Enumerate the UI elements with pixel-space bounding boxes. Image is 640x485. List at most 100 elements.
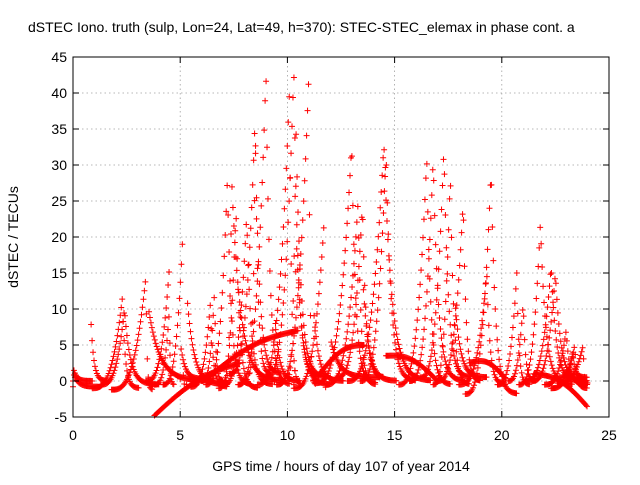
data-point-marker — [131, 351, 138, 358]
data-point-marker — [246, 359, 253, 366]
data-point-marker — [537, 224, 544, 231]
data-point-marker — [578, 348, 585, 355]
data-point-marker — [169, 380, 176, 387]
data-point-marker — [229, 297, 236, 304]
data-point-marker — [553, 336, 560, 343]
data-point-marker — [455, 334, 462, 341]
data-point-marker — [364, 331, 371, 338]
x-axis-label: GPS time / hours of day 107 of year 2014 — [212, 458, 470, 474]
data-point-marker — [130, 356, 137, 363]
data-point-marker — [564, 348, 571, 355]
data-point-marker — [419, 344, 426, 351]
data-point-marker — [372, 270, 379, 277]
data-point-marker — [294, 292, 301, 299]
data-point-marker — [446, 195, 453, 202]
data-point-marker — [123, 360, 130, 367]
data-point-marker — [547, 271, 554, 278]
data-point-marker — [447, 351, 454, 358]
data-point-marker — [425, 246, 432, 253]
data-point-marker — [443, 277, 450, 284]
data-point-marker — [166, 375, 173, 382]
data-point-marker — [205, 324, 212, 331]
data-point-marker — [460, 217, 467, 224]
data-point-marker — [361, 352, 368, 359]
data-point-marker — [415, 366, 422, 373]
data-point-marker — [277, 270, 284, 277]
data-point-marker — [160, 332, 167, 339]
data-point-marker — [215, 340, 222, 347]
data-point-marker — [369, 358, 376, 365]
y-tick-label: 15 — [51, 265, 67, 281]
data-point-marker — [162, 314, 169, 321]
data-point-marker — [392, 324, 399, 331]
data-point-marker — [253, 215, 260, 222]
data-point-marker — [222, 378, 229, 384]
data-point-marker — [313, 319, 320, 326]
data-point-marker — [345, 321, 352, 328]
data-point-marker — [429, 166, 436, 173]
data-point-marker — [157, 377, 164, 384]
data-point-marker — [228, 318, 235, 325]
data-point-marker — [246, 369, 253, 376]
data-point-marker — [307, 358, 314, 365]
data-point-marker — [349, 202, 356, 209]
data-point-marker — [514, 356, 521, 363]
data-point-marker — [240, 333, 247, 340]
data-point-marker — [296, 299, 303, 306]
data-point-marker — [356, 248, 363, 255]
data-point-marker — [160, 366, 167, 373]
data-point-marker — [291, 134, 298, 141]
data-point-marker — [213, 356, 220, 363]
data-point-marker — [153, 343, 160, 350]
data-point-marker — [112, 343, 119, 350]
data-point-marker — [249, 333, 256, 340]
data-point-marker — [423, 302, 430, 309]
data-point-marker — [209, 327, 216, 334]
data-point-marker — [178, 261, 185, 268]
data-point-marker — [421, 196, 428, 203]
data-point-marker — [290, 340, 297, 347]
data-point-marker — [451, 352, 458, 359]
data-point-marker — [281, 205, 288, 212]
data-point-marker — [179, 351, 186, 358]
data-point-marker — [257, 224, 264, 231]
data-point-marker — [158, 345, 165, 352]
data-point-marker — [276, 354, 283, 361]
data-point-marker — [309, 348, 316, 355]
data-point-marker — [543, 353, 550, 360]
data-point-marker — [254, 230, 261, 237]
data-point-marker — [115, 351, 122, 358]
data-point-marker — [554, 309, 561, 316]
data-point-marker — [141, 287, 148, 294]
data-point-marker — [159, 371, 166, 378]
data-point-marker — [227, 329, 234, 336]
data-point-marker — [125, 371, 132, 378]
data-point-marker — [505, 363, 512, 370]
data-point-marker — [288, 351, 295, 358]
data-point-marker — [370, 291, 377, 298]
data-point-marker — [434, 377, 441, 384]
data-point-marker — [211, 294, 218, 301]
data-point-marker — [133, 342, 140, 349]
data-point-marker — [414, 370, 421, 377]
y-tick-label: 30 — [51, 157, 67, 173]
data-point-marker — [139, 304, 146, 311]
data-point-marker — [434, 282, 441, 289]
data-point-marker — [521, 336, 528, 343]
data-point-marker — [357, 365, 364, 372]
data-point-marker — [506, 357, 513, 364]
data-point-marker — [525, 366, 532, 373]
data-point-marker — [463, 319, 470, 326]
data-point-marker — [186, 320, 193, 327]
data-point-marker — [223, 208, 230, 215]
data-point-marker — [302, 155, 309, 162]
data-point-marker — [484, 301, 491, 308]
data-point-marker — [272, 320, 279, 327]
data-point-marker — [207, 302, 214, 309]
data-point-marker — [239, 340, 246, 347]
data-point-marker — [358, 363, 365, 370]
data-point-marker — [389, 310, 396, 317]
data-point-marker — [383, 161, 390, 168]
data-point-marker — [579, 344, 586, 351]
data-point-marker — [539, 263, 546, 270]
